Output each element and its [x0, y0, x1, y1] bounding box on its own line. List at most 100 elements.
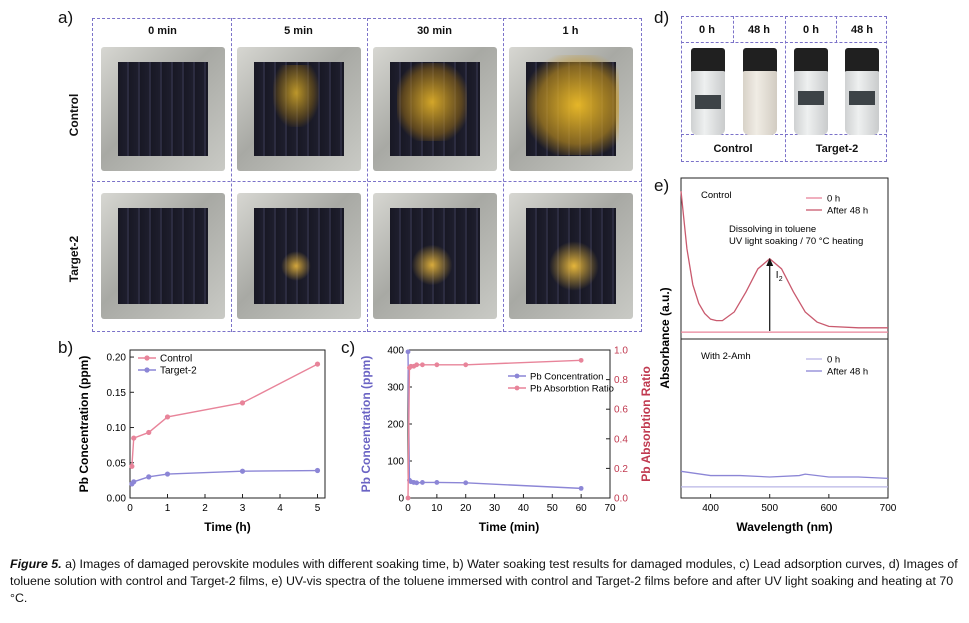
- data-point-pb-absorbtion-ratio: [578, 357, 584, 363]
- data-point-pb-concentration: [463, 480, 469, 486]
- y-tick-label-right: 0.0: [614, 494, 628, 505]
- data-point-control: [146, 429, 152, 436]
- data-point-target-2: [164, 471, 171, 477]
- spectrum-after-48-h: [680, 191, 888, 329]
- panel-d-footer-divider: [681, 16, 887, 135]
- figure-caption: Figure 5. a) Images of damaged perovskit…: [10, 556, 960, 607]
- annotation-text: UV light soaking / 70 °C heating: [729, 236, 863, 247]
- y-axis-title-right: Pb Absorbtion Ratio: [639, 366, 653, 482]
- column-label-0min: 0 min: [148, 25, 177, 37]
- x-tick-label: 2: [202, 503, 208, 514]
- subplot-title: With 2-Amh: [701, 351, 751, 362]
- x-tick-label: 30: [489, 503, 501, 514]
- subplot-title: Control: [701, 190, 732, 201]
- chart-b-water-soaking: 0 1 2 3 4 5 0.00 0.05 0.10 0.15 0.20 Time (h) Pb Con…: [77, 349, 326, 534]
- data-point-control: [164, 414, 171, 420]
- data-point-control: [314, 361, 321, 367]
- x-tick-label: 60: [576, 503, 588, 514]
- column-label-5min: 5 min: [284, 25, 313, 37]
- annotation-text: Dissolving in toluene: [729, 224, 816, 235]
- y-tick-label-left: 0: [398, 494, 404, 505]
- photo-target2-30min: [373, 193, 497, 319]
- legend-label: After 48 h: [827, 367, 868, 378]
- photo-target2-1h: [509, 193, 633, 319]
- legend-marker: [144, 355, 150, 361]
- legend-label: Pb Concentration: [530, 372, 603, 383]
- legend-marker: [144, 367, 150, 373]
- legend-marker: [514, 373, 520, 379]
- group-label-control: Control: [713, 143, 753, 155]
- legend-label: 0 h: [827, 194, 840, 205]
- x-tick-label: 20: [460, 503, 472, 514]
- data-point-control: [131, 435, 137, 441]
- x-tick-label: 5: [315, 503, 321, 514]
- data-point-pb-concentration: [420, 480, 425, 485]
- panel-a-col-divider-2: [367, 18, 368, 332]
- panel-d-divider-1: [733, 16, 734, 43]
- x-tick-label: 0: [127, 503, 133, 514]
- panel-a-col-divider-1: [231, 18, 232, 332]
- y-tick-label-left: 100: [387, 457, 404, 468]
- photo-control-5min: [237, 47, 361, 171]
- arrow-label: I: [776, 270, 779, 281]
- y-tick-label-left: 200: [387, 420, 404, 431]
- panel-d-divider-2: [785, 16, 786, 162]
- chart-c-lead-adsorption: 0 10 20 30 40 50 60 70 0 100 200 300 400 0.0 0.2 0.4 0.6…: [359, 346, 653, 535]
- plot-frame: [129, 349, 326, 499]
- x-tick-label: 1: [165, 503, 171, 514]
- data-point-pb-concentration: [578, 485, 584, 491]
- spectrum-after-48-h: [680, 470, 889, 480]
- data-point-pb-absorbtion-ratio: [405, 495, 411, 501]
- chart-e-uv-vis: 400 500 600 700 Wavelength (nm) Absorbance (a…: [658, 177, 897, 534]
- data-point-target-2: [314, 467, 321, 474]
- x-tick-label: 40: [518, 503, 530, 514]
- y-tick-label: 0.10: [107, 423, 127, 434]
- x-tick-label: 3: [240, 503, 246, 514]
- series-line-target-2: [131, 469, 318, 485]
- y-axis-title: Pb Concentration (ppm): [77, 356, 91, 493]
- row-label-target2: Target-2: [67, 235, 81, 283]
- arrow-label-subscript: 2: [779, 276, 783, 283]
- photo-control-1h: [509, 47, 633, 171]
- data-point-pb-absorbtion-ratio: [434, 362, 440, 368]
- y-tick-label-left: 300: [387, 383, 404, 394]
- panel-label-b: b): [58, 338, 74, 357]
- y-tick-label-right: 0.6: [614, 405, 628, 416]
- panel-label-e: e): [654, 176, 670, 195]
- x-tick-label: 4: [277, 503, 283, 514]
- vial-label-target2-48h: 48 h: [850, 24, 873, 36]
- legend-label: Target-2: [160, 366, 197, 377]
- y-axis-title-left: Pb Concentration (ppm): [359, 356, 373, 493]
- data-point-target-2: [239, 468, 246, 474]
- x-tick-label: 70: [604, 503, 616, 514]
- y-tick-label-left: 400: [387, 346, 404, 357]
- photo-target2-5min: [237, 193, 361, 319]
- vial-label-control-0h: 0 h: [699, 24, 715, 36]
- data-point-target-2: [131, 479, 137, 485]
- plot-frame: [680, 177, 889, 499]
- group-label-target2: Target-2: [815, 143, 859, 155]
- x-axis-title: Time (min): [479, 520, 539, 534]
- photo-control-30min: [373, 47, 497, 171]
- y-tick-label-right: 0.2: [614, 464, 628, 475]
- y-tick-label-right: 0.4: [614, 434, 628, 445]
- x-tick-label: 10: [431, 503, 443, 514]
- data-point-target-2: [146, 474, 152, 480]
- data-point-pb-concentration: [405, 349, 411, 355]
- panel-d-header-divider: [681, 16, 887, 43]
- arrow-head: [766, 258, 774, 266]
- data-point-control: [239, 400, 246, 406]
- y-tick-label: 0.15: [107, 388, 127, 399]
- legend-label: 0 h: [827, 355, 840, 366]
- vial-label-control-48h: 48 h: [747, 24, 770, 36]
- caption-prefix: Figure 5.: [10, 557, 62, 571]
- vial-label-target2-0h: 0 h: [803, 24, 819, 36]
- legend-marker: [514, 385, 520, 391]
- legend-label: After 48 h: [827, 206, 868, 217]
- x-tick-label: 500: [761, 503, 778, 514]
- data-point-pb-absorbtion-ratio: [463, 362, 469, 368]
- panel-label-c: c): [341, 338, 356, 357]
- panel-label-a: a): [58, 8, 74, 27]
- panel-a-col-divider-3: [503, 18, 504, 332]
- x-tick-label: 400: [702, 503, 719, 514]
